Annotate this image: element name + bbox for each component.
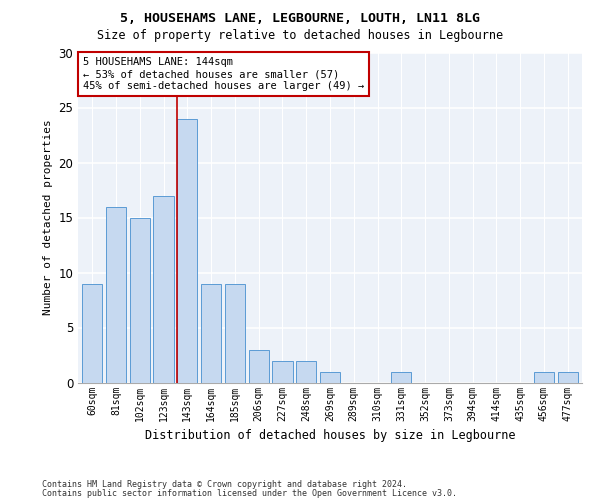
Bar — [248, 350, 269, 382]
Bar — [154, 196, 173, 382]
Bar — [82, 284, 103, 382]
Text: 5, HOUSEHAMS LANE, LEGBOURNE, LOUTH, LN11 8LG: 5, HOUSEHAMS LANE, LEGBOURNE, LOUTH, LN1… — [120, 12, 480, 26]
Y-axis label: Number of detached properties: Number of detached properties — [43, 120, 53, 316]
Bar — [106, 206, 126, 382]
Bar — [225, 284, 245, 382]
Bar — [557, 372, 578, 382]
Bar — [391, 372, 412, 382]
Bar — [272, 360, 293, 382]
X-axis label: Distribution of detached houses by size in Legbourne: Distribution of detached houses by size … — [145, 429, 515, 442]
Bar — [130, 218, 150, 382]
Text: Contains HM Land Registry data © Crown copyright and database right 2024.: Contains HM Land Registry data © Crown c… — [42, 480, 407, 489]
Text: Size of property relative to detached houses in Legbourne: Size of property relative to detached ho… — [97, 29, 503, 42]
Bar — [177, 118, 197, 382]
Text: 5 HOUSEHAMS LANE: 144sqm
← 53% of detached houses are smaller (57)
45% of semi-d: 5 HOUSEHAMS LANE: 144sqm ← 53% of detach… — [83, 58, 364, 90]
Bar — [201, 284, 221, 382]
Bar — [534, 372, 554, 382]
Bar — [320, 372, 340, 382]
Bar — [296, 360, 316, 382]
Text: Contains public sector information licensed under the Open Government Licence v3: Contains public sector information licen… — [42, 488, 457, 498]
